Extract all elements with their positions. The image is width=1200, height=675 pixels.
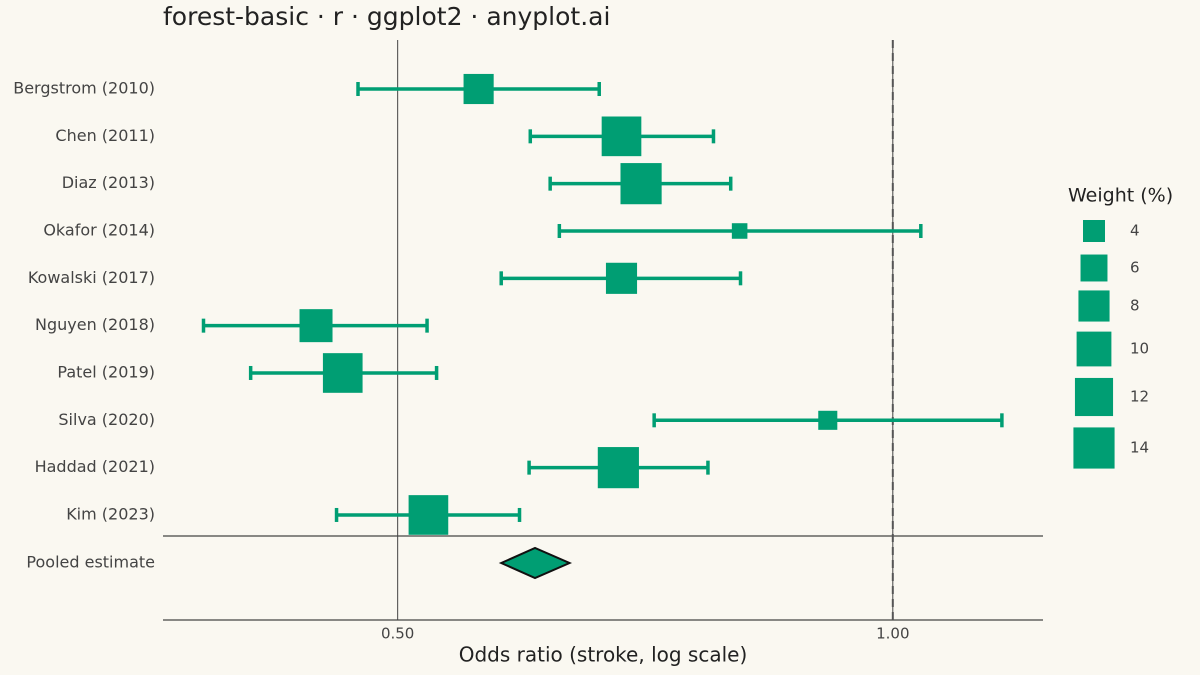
y-tick-label: Patel (2019) — [57, 362, 155, 381]
estimate-square — [601, 116, 642, 157]
y-tick-label: Pooled estimate — [26, 553, 155, 572]
y-tick-label: Bergstrom (2010) — [13, 79, 155, 98]
legend-square — [1076, 331, 1112, 367]
legend-label: 14 — [1130, 439, 1149, 457]
chart-title: forest-basic · r · ggplot2 · anyplot.ai — [163, 2, 610, 31]
legend-square — [1074, 377, 1114, 417]
y-tick-label: Chen (2011) — [55, 126, 155, 145]
legend-title: Weight (%) — [1068, 185, 1173, 207]
legend-label: 4 — [1130, 222, 1140, 240]
legend-square — [1083, 220, 1105, 242]
y-tick-label: Okafor (2014) — [43, 220, 155, 239]
estimate-square — [731, 223, 748, 239]
legend-label: 10 — [1130, 340, 1149, 358]
x-tick-label: 0.50 — [381, 625, 414, 643]
legend-label: 12 — [1130, 388, 1149, 406]
legend-label: 8 — [1130, 297, 1140, 315]
legend-square — [1073, 427, 1115, 469]
y-tick-label: Kowalski (2017) — [28, 268, 155, 287]
y-tick-label: Kim (2023) — [66, 504, 155, 523]
estimate-square — [597, 447, 639, 489]
x-axis-label: Odds ratio (stroke, log scale) — [459, 643, 748, 667]
legend-square — [1080, 254, 1108, 282]
y-tick-label: Silva (2020) — [58, 410, 155, 429]
estimate-square — [463, 73, 494, 105]
x-tick-label: 1.00 — [876, 625, 909, 643]
legend-label: 6 — [1130, 259, 1140, 277]
estimate-square — [408, 495, 449, 535]
y-tick-label: Haddad (2021) — [35, 457, 155, 476]
legend-square — [1078, 290, 1110, 322]
pooled-diamond — [498, 546, 573, 580]
estimate-square — [299, 309, 333, 343]
estimate-square — [818, 410, 838, 430]
estimate-square — [322, 353, 363, 393]
y-tick-label: Diaz (2013) — [62, 173, 155, 192]
y-tick-label: Nguyen (2018) — [35, 315, 155, 334]
estimate-square — [620, 163, 662, 205]
estimate-square — [605, 262, 638, 294]
